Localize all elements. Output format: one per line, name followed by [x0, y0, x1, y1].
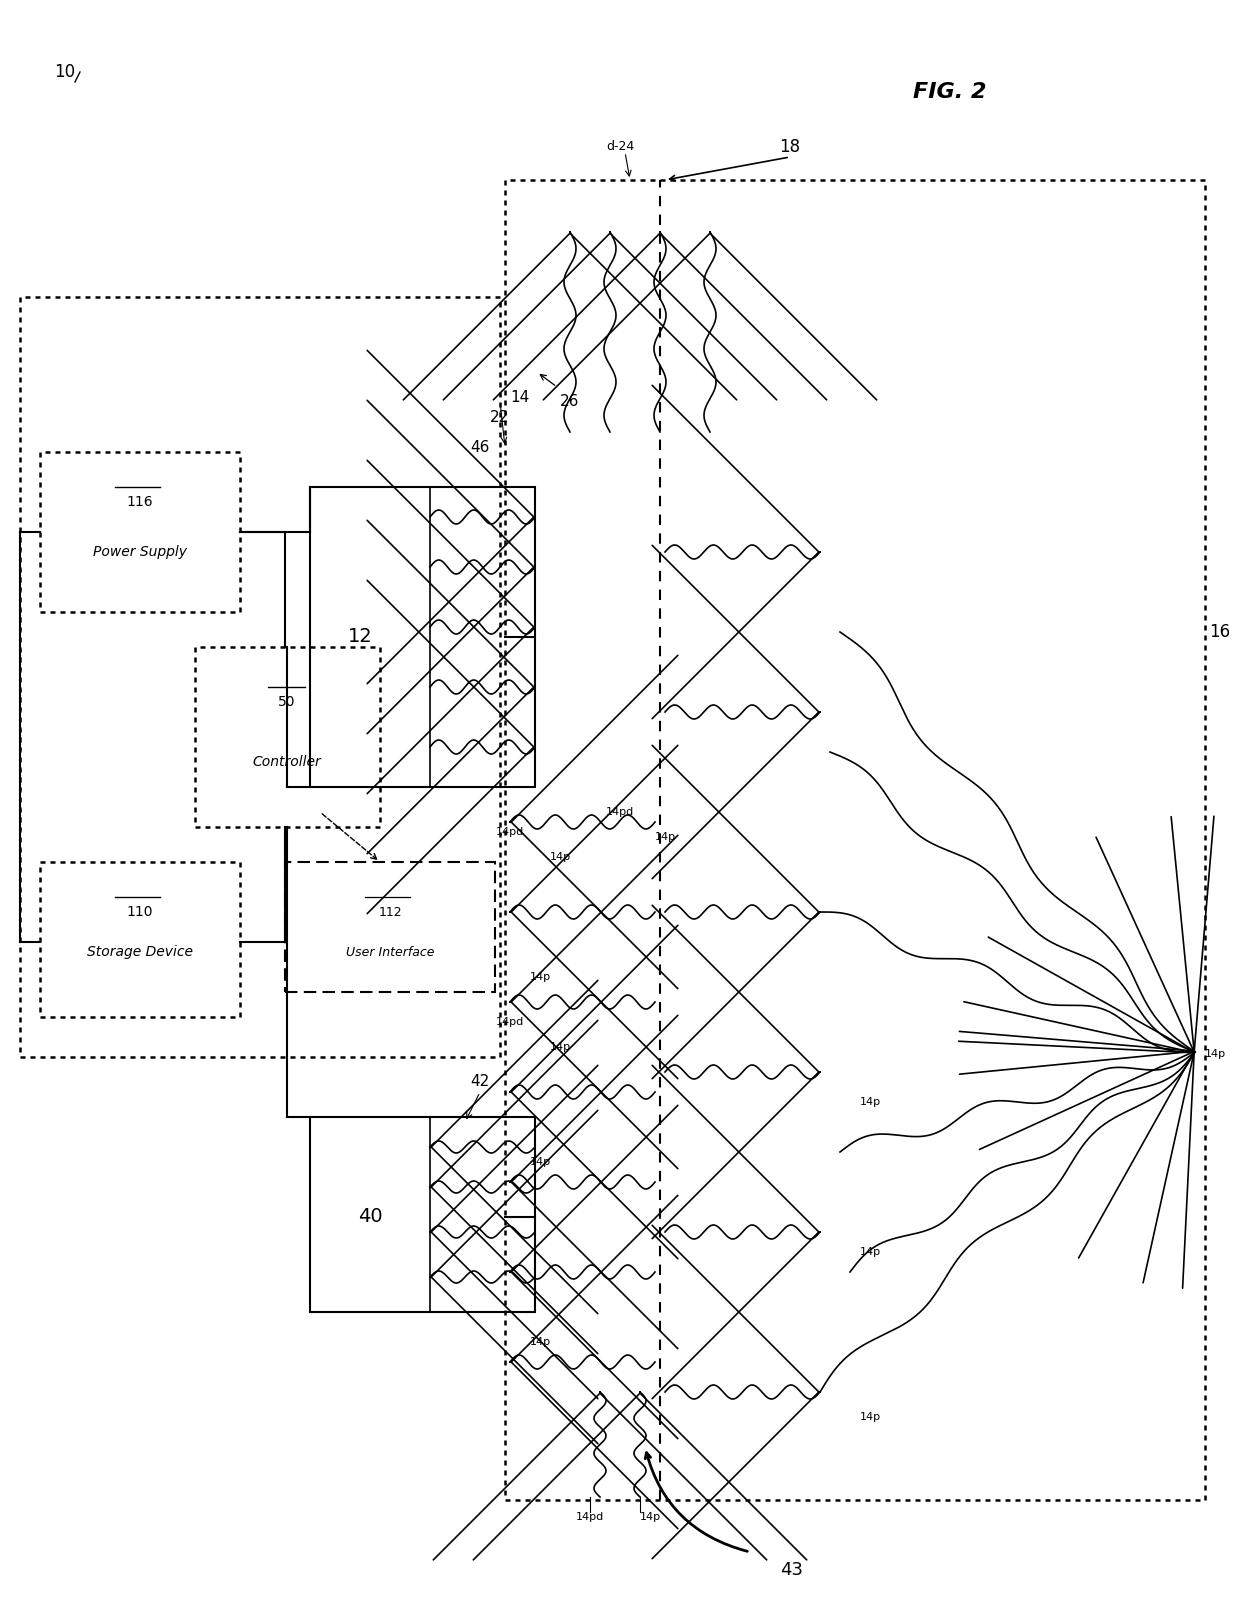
Text: 18: 18	[780, 139, 801, 156]
Bar	[40, 862, 241, 1017]
Text: 40: 40	[357, 1207, 382, 1227]
Bar	[285, 862, 495, 991]
Text: 43: 43	[780, 1560, 804, 1580]
Text: 14p: 14p	[549, 853, 570, 862]
Bar	[505, 181, 1205, 1501]
Text: 116: 116	[126, 495, 154, 509]
Text: 14p: 14p	[640, 1512, 661, 1522]
Bar	[195, 646, 379, 827]
Text: Power Supply: Power Supply	[93, 545, 187, 559]
Text: 50: 50	[278, 695, 296, 709]
Text: 14pd: 14pd	[606, 808, 634, 817]
Text: 112: 112	[378, 906, 402, 919]
Text: 22: 22	[490, 409, 510, 424]
Text: 26: 26	[560, 395, 579, 409]
Bar	[310, 487, 534, 787]
Text: 14p: 14p	[529, 1336, 551, 1348]
Text: 42: 42	[470, 1075, 490, 1090]
Text: 14p: 14p	[859, 1098, 880, 1107]
Text: 14p: 14p	[1205, 1049, 1226, 1059]
Text: 110: 110	[126, 904, 154, 919]
Text: User Interface: User Interface	[346, 946, 434, 959]
Text: 14pd: 14pd	[496, 1017, 525, 1027]
Text: 14pd: 14pd	[496, 827, 525, 837]
Text: d-24: d-24	[606, 140, 634, 153]
Text: 10: 10	[55, 63, 76, 81]
Text: 46: 46	[470, 440, 490, 455]
Text: 14p: 14p	[655, 832, 676, 841]
Text: 14p: 14p	[549, 1041, 570, 1053]
Text: 14p: 14p	[859, 1412, 880, 1422]
Text: FIG. 2: FIG. 2	[913, 82, 987, 102]
Text: 14p: 14p	[529, 1157, 551, 1167]
Text: 14p: 14p	[529, 972, 551, 982]
Text: 16: 16	[1209, 622, 1230, 642]
Text: 14pd: 14pd	[575, 1512, 604, 1522]
Text: 14: 14	[510, 390, 529, 405]
Text: 14p: 14p	[859, 1248, 880, 1257]
Bar	[40, 451, 241, 613]
Text: Controller: Controller	[253, 754, 321, 769]
Text: 12: 12	[347, 627, 372, 646]
Bar	[20, 297, 500, 1057]
Bar	[310, 1117, 534, 1312]
Text: Storage Device: Storage Device	[87, 945, 193, 959]
